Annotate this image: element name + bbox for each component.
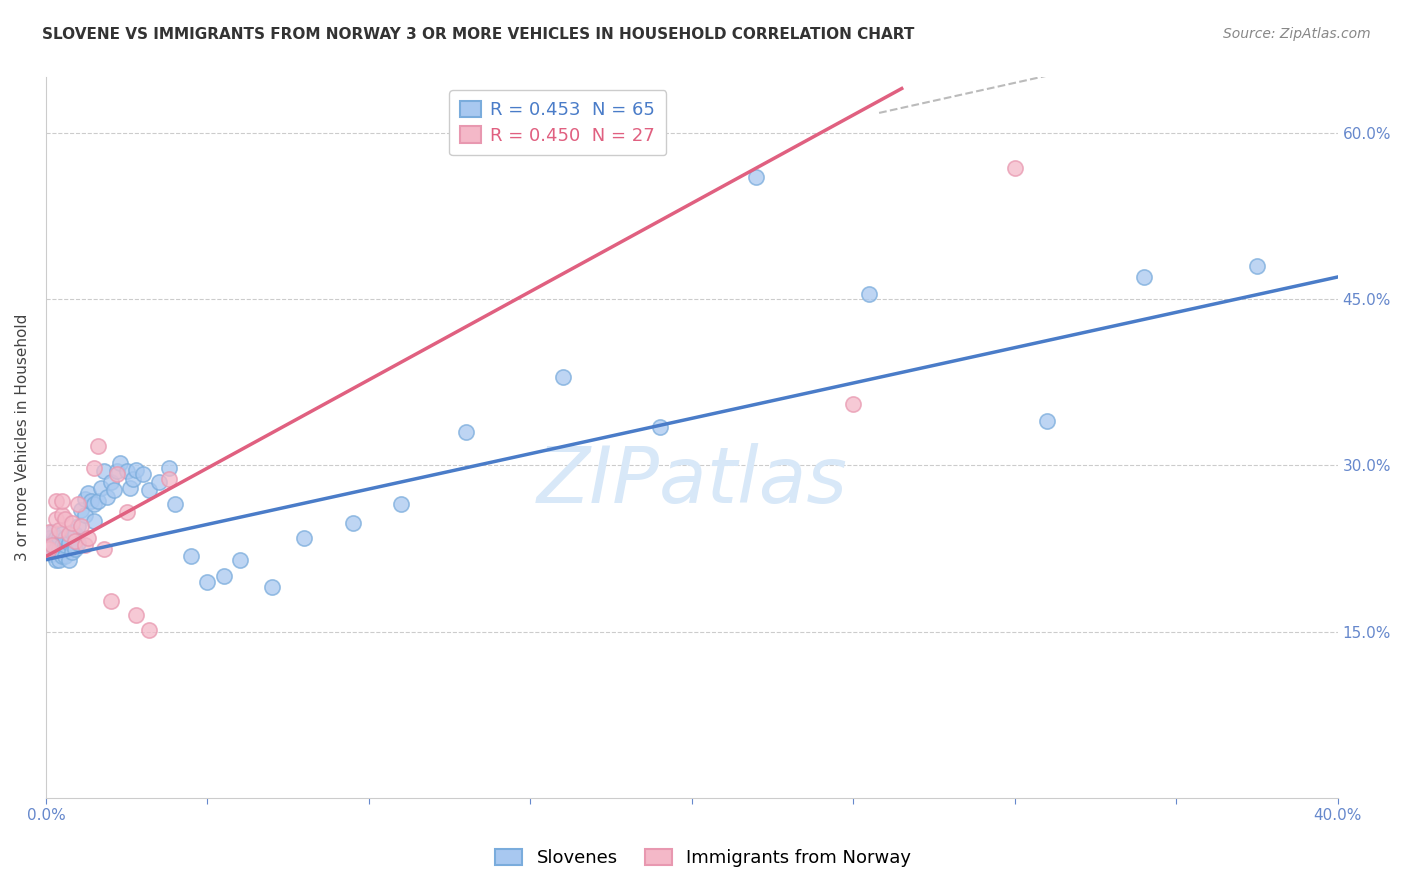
Point: [103, 483, 125, 497]
Point: [1004, 161, 1026, 176]
Point: [1246, 259, 1268, 273]
Point: [53, 531, 76, 545]
Point: [60, 524, 83, 539]
Y-axis label: 3 or more Vehicles in Household: 3 or more Vehicles in Household: [15, 314, 30, 561]
Point: [63, 533, 86, 548]
Point: [51, 527, 73, 541]
Point: [292, 531, 315, 545]
Point: [41, 538, 63, 552]
Point: [83, 497, 105, 511]
Point: [48, 552, 70, 566]
Point: [38, 524, 60, 539]
Point: [77, 486, 100, 500]
Point: [45, 511, 67, 525]
Point: [67, 536, 90, 550]
Point: [58, 536, 80, 550]
Point: [551, 369, 574, 384]
Legend: Slovenes, Immigrants from Norway: Slovenes, Immigrants from Norway: [488, 841, 918, 874]
Point: [73, 491, 96, 506]
Point: [67, 497, 90, 511]
Point: [118, 481, 141, 495]
Point: [83, 460, 105, 475]
Point: [165, 497, 187, 511]
Point: [86, 494, 108, 508]
Point: [73, 508, 96, 523]
Point: [90, 481, 112, 495]
Text: Source: ZipAtlas.com: Source: ZipAtlas.com: [1223, 27, 1371, 41]
Point: [93, 541, 115, 556]
Point: [1036, 414, 1059, 428]
Point: [105, 464, 128, 478]
Point: [228, 552, 250, 566]
Point: [58, 527, 80, 541]
Point: [53, 511, 76, 525]
Text: SLOVENE VS IMMIGRANTS FROM NORWAY 3 OR MORE VEHICLES IN HOUSEHOLD CORRELATION CH: SLOVENE VS IMMIGRANTS FROM NORWAY 3 OR M…: [42, 27, 914, 42]
Point: [157, 460, 180, 475]
Point: [48, 541, 70, 556]
Point: [70, 503, 93, 517]
Point: [53, 549, 76, 564]
Point: [122, 472, 145, 486]
Point: [41, 536, 63, 550]
Point: [63, 527, 86, 541]
Point: [83, 514, 105, 528]
Point: [115, 505, 138, 519]
Point: [38, 531, 60, 545]
Point: [51, 494, 73, 508]
Point: [63, 541, 86, 556]
Point: [342, 516, 364, 530]
Point: [138, 483, 160, 497]
Text: ZIPatlas: ZIPatlas: [536, 443, 848, 519]
Point: [48, 523, 70, 537]
Point: [197, 574, 219, 589]
Point: [45, 541, 67, 556]
Point: [389, 497, 412, 511]
Point: [125, 608, 148, 623]
Point: [212, 569, 235, 583]
Point: [60, 545, 83, 559]
Point: [38, 541, 60, 556]
Point: [745, 170, 768, 185]
Point: [38, 541, 60, 556]
Point: [48, 531, 70, 545]
Point: [45, 531, 67, 545]
Point: [67, 519, 90, 533]
Point: [51, 538, 73, 552]
Point: [45, 552, 67, 566]
Point: [132, 467, 155, 482]
Point: [842, 397, 865, 411]
Point: [80, 494, 103, 508]
Legend: R = 0.453  N = 65, R = 0.450  N = 27: R = 0.453 N = 65, R = 0.450 N = 27: [449, 90, 666, 155]
Point: [96, 490, 118, 504]
Point: [125, 463, 148, 477]
Point: [93, 464, 115, 478]
Point: [157, 472, 180, 486]
Point: [260, 581, 283, 595]
Point: [858, 286, 880, 301]
Point: [148, 475, 170, 489]
Point: [648, 419, 671, 434]
Point: [60, 516, 83, 530]
Point: [53, 538, 76, 552]
Point: [110, 456, 132, 470]
Point: [51, 508, 73, 523]
Point: [45, 494, 67, 508]
Point: [100, 475, 122, 489]
Point: [105, 467, 128, 482]
Point: [51, 549, 73, 564]
Point: [138, 623, 160, 637]
Point: [454, 425, 477, 440]
Point: [180, 549, 202, 564]
Point: [73, 538, 96, 552]
Point: [58, 552, 80, 566]
Point: [41, 524, 63, 539]
Point: [77, 531, 100, 545]
Point: [100, 593, 122, 607]
Point: [1133, 270, 1156, 285]
Point: [41, 547, 63, 561]
Point: [70, 519, 93, 533]
Point: [115, 464, 138, 478]
Point: [86, 438, 108, 452]
